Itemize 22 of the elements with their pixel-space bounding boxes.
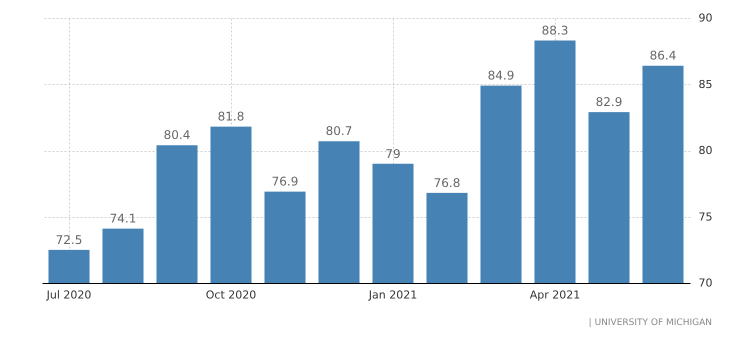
x-tick-label: Oct 2020 xyxy=(206,288,256,302)
x-tick-label: Apr 2021 xyxy=(530,288,580,302)
data-label: 76.9 xyxy=(272,174,298,189)
x-tick-label: Jul 2020 xyxy=(46,288,92,302)
data-label: 79 xyxy=(385,146,401,161)
y-tick-label: 90 xyxy=(698,12,712,24)
data-label: 86.4 xyxy=(650,48,676,63)
data-label: 74.1 xyxy=(110,212,136,226)
data-label: 84.9 xyxy=(488,68,514,83)
text: | UNIVERSITY OF MICHIGAN xyxy=(588,318,712,328)
y-tick-label: 75 xyxy=(698,210,712,224)
y-tick-label: 70 xyxy=(698,276,712,290)
data-label: 80.7 xyxy=(326,124,352,138)
data-label: 82.9 xyxy=(596,95,622,110)
x-tick-label: Jan 2021 xyxy=(368,288,418,302)
y-tick-label: 85 xyxy=(698,78,712,91)
data-label: 80.4 xyxy=(164,128,190,142)
data-label: 76.8 xyxy=(434,176,460,190)
data-label: 72.5 xyxy=(56,232,82,247)
data-label: 88.3 xyxy=(542,24,568,38)
data-label: 81.8 xyxy=(218,110,244,124)
y-tick-label: 80 xyxy=(698,144,712,157)
